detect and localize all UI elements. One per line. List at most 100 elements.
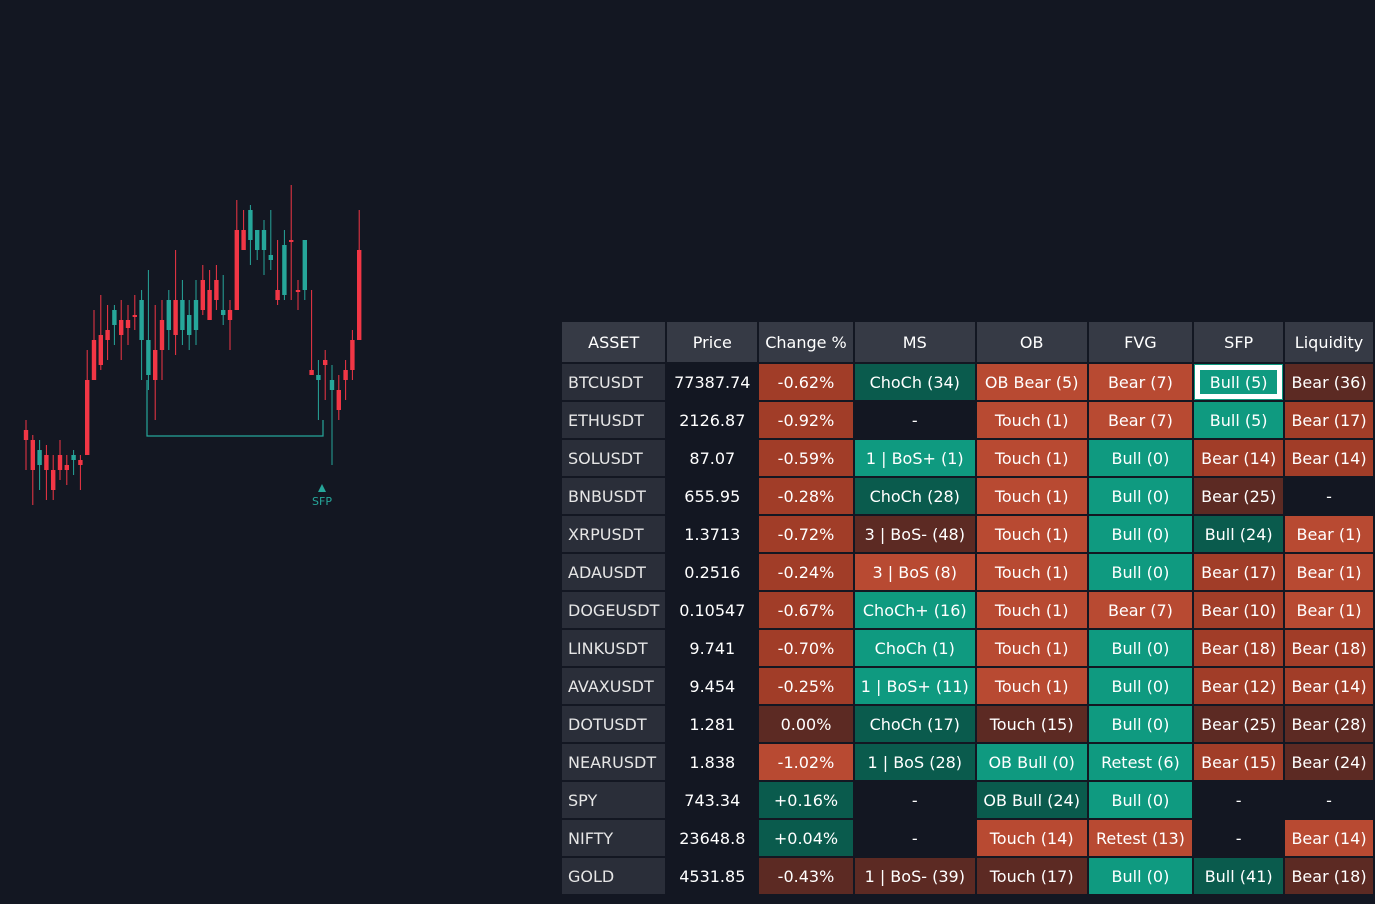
candle-bear [159, 320, 165, 350]
cell-ob: Touch (14) [976, 820, 1087, 856]
cell-sfp: Bull (41) [1194, 858, 1284, 894]
cell-change: -0.28% [759, 478, 853, 514]
cell-asset: NIFTY [562, 820, 666, 856]
table-row[interactable]: LINKUSDT 9.741 -0.70% ChoCh (1) Touch (1) Bul… [562, 630, 1373, 666]
table-row[interactable]: XRPUSDT 1.3713 -0.72% 3 | BoS- (48) Touch (1… [562, 516, 1373, 552]
cell-asset: ADAUSDT [562, 554, 666, 590]
candle-bear [51, 470, 56, 490]
candle-bear [105, 330, 110, 340]
cell-sfp: Bear (12) [1194, 668, 1284, 704]
table-row[interactable]: AVAXUSDT 9.454 -0.25% 1 | BoS+ (11) Touch (1… [562, 668, 1373, 704]
table-row[interactable]: GOLD 4531.85 -0.43% 1 | BoS- (39) Touch (17)… [562, 858, 1373, 894]
cell-liquidity: Bear (1) [1285, 592, 1373, 628]
table-row[interactable]: SPY 743.34 +0.16% - OB Bull (24) Bull (0) - - [562, 782, 1373, 818]
cell-ob: Touch (1) [976, 668, 1087, 704]
table-row[interactable]: SOLUSDT 87.07 -0.59% 1 | BoS+ (1) Touch (1) B… [562, 440, 1373, 476]
cell-price: 1.3713 [667, 516, 758, 552]
table-row[interactable]: ADAUSDT 0.2516 -0.24% 3 | BoS (8) Touch (1) B… [562, 554, 1373, 590]
cell-ob: Touch (1) [976, 554, 1087, 590]
col-price: Price [667, 322, 758, 362]
candle-bear [98, 335, 103, 365]
col-fvg: FVG [1088, 322, 1193, 362]
table-row[interactable]: NIFTY 23648.8 +0.04% - Touch (14) Retest (13)… [562, 820, 1373, 856]
cell-fvg: Bear (7) [1088, 592, 1193, 628]
candle-bear [350, 340, 355, 370]
cell-sfp: - [1194, 782, 1284, 818]
cell-liquidity: - [1285, 782, 1373, 818]
candle-bear [173, 300, 178, 335]
candle-bear [153, 350, 158, 380]
cell-sfp: - [1194, 820, 1284, 856]
cell-sfp: Bear (17) [1194, 554, 1284, 590]
cell-ms: 1 | BoS+ (1) [854, 440, 975, 476]
cell-price: 0.2516 [667, 554, 758, 590]
sfp-label: SFP [312, 495, 332, 508]
candle-bear [309, 370, 314, 375]
candle-bear [323, 360, 328, 365]
table-row[interactable]: BNBUSDT 655.95 -0.28% ChoCh (28) Touch (1) Bu… [562, 478, 1373, 514]
cell-liquidity: Bear (28) [1285, 706, 1373, 742]
cell-fvg: Bull (0) [1088, 668, 1193, 704]
candle-bull [139, 300, 144, 340]
candle-bull [37, 450, 42, 465]
cell-ob: Touch (17) [976, 858, 1087, 894]
candle-bear [23, 430, 29, 440]
cell-liquidity: Bear (36) [1285, 364, 1373, 400]
col-asset: ASSET [562, 322, 666, 362]
table-row[interactable]: ETHUSDT 2126.87 -0.92% - Touch (1) Bear (7) Bu… [562, 402, 1373, 438]
cell-price: 9.454 [667, 668, 758, 704]
cell-change: -0.70% [759, 630, 853, 666]
candle-bear [200, 280, 205, 310]
col-sfp: SFP [1194, 322, 1284, 362]
cell-ob: Touch (1) [976, 402, 1087, 438]
cell-change: -0.24% [759, 554, 853, 590]
candle-bull [187, 315, 192, 335]
cell-price: 1.281 [667, 706, 758, 742]
candle-bull [282, 245, 287, 295]
cell-fvg: Bear (7) [1088, 364, 1193, 400]
cell-sfp: Bull (5) [1194, 402, 1284, 438]
col-liquidity: Liquidity [1285, 322, 1373, 362]
cell-ms: ChoCh (28) [854, 478, 975, 514]
cell-fvg: Bull (0) [1088, 630, 1193, 666]
candle-bull [268, 255, 273, 260]
cell-liquidity: Bear (1) [1285, 554, 1373, 590]
cell-ms: ChoCh (17) [854, 706, 975, 742]
candle-bear [241, 230, 246, 250]
candle-bear [91, 340, 97, 380]
cell-ob: OB Bull (24) [976, 782, 1087, 818]
cell-sfp: Bear (15) [1194, 744, 1284, 780]
candlestick-chart[interactable]: SFP [0, 0, 560, 904]
cell-fvg: Bull (0) [1088, 478, 1193, 514]
cell-fvg: Bull (0) [1088, 554, 1193, 590]
cell-price: 4531.85 [667, 858, 758, 894]
cell-liquidity: Bear (14) [1285, 820, 1373, 856]
cell-change: +0.16% [759, 782, 853, 818]
screener-table: ASSET Price Change % MS OB FVG SFP Liqui… [560, 320, 1375, 896]
table-row[interactable]: BTCUSDT 77387.74 -0.62% ChoCh (34) OB Bear (… [562, 364, 1373, 400]
candle-bear [234, 230, 239, 310]
cell-asset: AVAXUSDT [562, 668, 666, 704]
sfp-marker-icon [318, 484, 326, 492]
table-row[interactable]: DOGEUSDT 0.10547 -0.67% ChoCh+ (16) Touch (1… [562, 592, 1373, 628]
cell-price: 0.10547 [667, 592, 758, 628]
candle-bear [57, 455, 63, 470]
cell-asset: BTCUSDT [562, 364, 666, 400]
cell-sfp: Bear (10) [1194, 592, 1284, 628]
candle-bull [261, 230, 267, 250]
cell-liquidity: Bear (17) [1285, 402, 1373, 438]
cell-price: 2126.87 [667, 402, 758, 438]
cell-change: -0.25% [759, 668, 853, 704]
table-row[interactable]: DOTUSDT 1.281 0.00% ChoCh (17) Touch (15) Bul… [562, 706, 1373, 742]
cell-fvg: Bull (0) [1088, 706, 1193, 742]
candle-bear [119, 320, 124, 335]
cell-liquidity: - [1285, 478, 1373, 514]
candle-bear [275, 290, 280, 300]
cell-price: 77387.74 [667, 364, 758, 400]
candle-bear [357, 250, 362, 340]
cell-ms: - [854, 782, 975, 818]
cell-ms: ChoCh+ (16) [854, 592, 975, 628]
table-row[interactable]: NEARUSDT 1.838 -1.02% 1 | BoS (28) OB Bull (… [562, 744, 1373, 780]
candle-bull [112, 310, 117, 325]
candle-bear [295, 290, 301, 292]
